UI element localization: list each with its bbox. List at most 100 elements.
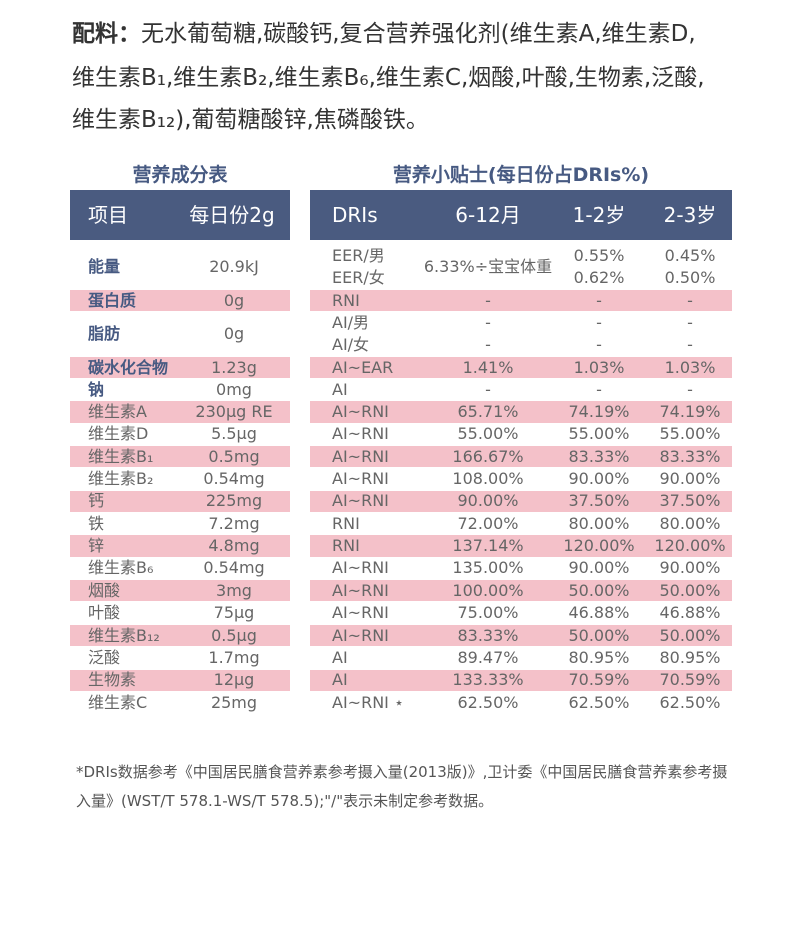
table-header: 项目 每日份2g (70, 190, 290, 240)
table-row: 脂肪 0g (70, 312, 290, 356)
table-row: AI~RNI ⋆ 62.50% 62.50% 62.50% (310, 692, 732, 713)
percent-cell: 0.45% 0.50% (664, 245, 716, 287)
table-row: 钙 225mg (70, 490, 290, 513)
item-cell: 钠 (88, 379, 105, 399)
dris-cell: AI~RNI ⋆ (332, 692, 404, 712)
percent-cell: 37.50% (659, 491, 721, 511)
dris-cell: AI~EAR (332, 357, 394, 377)
percent-cell: 80.95% (659, 647, 721, 667)
percent-cell: 1.41% (462, 357, 514, 377)
percent-cell: 83.33% (659, 446, 721, 466)
amount-cell: 0g (223, 290, 245, 310)
percent-cell: 90.00% (568, 558, 630, 578)
amount-cell: 230μg RE (195, 402, 273, 422)
percent-cell: 80.00% (568, 513, 630, 533)
table-row: 钠 0mg (70, 379, 290, 400)
percent-cell: 70.59% (659, 670, 721, 690)
item-cell: 能量 (88, 256, 121, 276)
percent-cell: 135.00% (452, 558, 524, 578)
table-row: AI - - - (310, 379, 732, 400)
percent-cell: 62.50% (568, 692, 630, 712)
amount-cell: 0.5μg (211, 625, 257, 645)
table-row: AI~RNI 166.67% 83.33% 83.33% (310, 446, 732, 468)
percent-cell: - (485, 379, 491, 399)
table-row: 维生素D 5.5μg (70, 424, 290, 445)
table-row: AI~RNI 55.00% 55.00% 55.00% (310, 424, 732, 445)
table-row: 蛋白质 0g (70, 290, 290, 311)
item-cell: 蛋白质 (88, 290, 137, 310)
amount-cell: 20.9kJ (209, 256, 259, 276)
dris-cell: AI~RNI (332, 446, 389, 466)
percent-cell: 62.50% (659, 692, 721, 712)
dris-cell: AI~RNI (332, 491, 389, 511)
amount-cell: 7.2mg (208, 513, 260, 533)
ingredients-line: 配料：无水葡萄糖,碳酸钙,复合营养强化剂(维生素A,维生素D, (72, 14, 696, 48)
dris-cell: AI (332, 379, 348, 399)
percent-cell: - (596, 379, 602, 399)
amount-cell: 0g (223, 324, 245, 343)
amount-cell: 225mg (205, 491, 263, 511)
table-row: EER/男 EER/女 6.33%÷宝宝体重 0.55% 0.62% 0.45% 0.… (310, 244, 732, 289)
percent-cell: 37.50% (568, 491, 630, 511)
percent-cell: 80.00% (659, 513, 721, 533)
table-row: 维生素B₁₂ 0.5μg (70, 624, 290, 647)
amount-cell: 1.7mg (208, 647, 260, 667)
percent-cell: 1.03% (664, 357, 716, 377)
percent-cell: 1.03% (573, 357, 625, 377)
table-row: RNI 72.00% 80.00% 80.00% (310, 513, 732, 534)
item-cell: 碳水化合物 (88, 357, 169, 377)
amount-cell: 5.5μg (211, 424, 257, 444)
ingredients-text: 维生素B₁,维生素B₂,维生素B₆,维生素C,烟酸,叶酸,生物素,泛酸, (72, 65, 705, 91)
table-row: 铁 7.2mg (70, 513, 290, 534)
table-row: AI~RNI 135.00% 90.00% 90.00% (310, 558, 732, 579)
table-row: 维生素A 230μg RE (70, 401, 290, 423)
table-row: 锌 4.8mg (70, 535, 290, 557)
table-title: 营养小贴士(每日份占DRIs%) (392, 164, 650, 186)
dris-cell: AI~RNI (332, 625, 389, 645)
percent-cell: 90.00% (568, 469, 630, 489)
dris-cell: AI~RNI (332, 424, 389, 444)
percent-cell: 46.88% (568, 603, 630, 623)
percent-cell: 50.00% (659, 580, 721, 600)
dris-cell: AI~RNI (332, 558, 389, 578)
percent-cell: 70.59% (568, 670, 630, 690)
table-title: 营养成分表 (132, 164, 228, 186)
percent-cell: 55.00% (457, 424, 519, 444)
percent-cell: 90.00% (659, 558, 721, 578)
table-row: AI/男 AI/女 - - - - - - (310, 312, 732, 356)
header-cell: 每日份2g (189, 203, 275, 227)
table-row: AI~RNI 75.00% 46.88% 46.88% (310, 603, 732, 624)
percent-cell: 166.67% (452, 446, 524, 466)
percent-cell: 55.00% (659, 424, 721, 444)
table-row: AI~RNI 108.00% 90.00% 90.00% (310, 468, 732, 489)
amount-cell: 1.23g (211, 357, 257, 377)
item-cell: 维生素B₁₂ (88, 625, 160, 645)
item-cell: 烟酸 (88, 580, 121, 600)
amount-cell: 0.5mg (208, 446, 260, 466)
table-row: 碳水化合物 1.23g (70, 357, 290, 378)
dris-cell: AI (332, 670, 348, 690)
table-row: 生物素 12μg (70, 669, 290, 691)
percent-cell: 90.00% (457, 491, 519, 511)
dris-cell: AI~RNI (332, 580, 389, 600)
table-row: RNI - - - (310, 290, 732, 311)
header-cell: 项目 (88, 203, 128, 227)
percent-cell: 55.00% (568, 424, 630, 444)
table-row: AI~RNI 65.71% 74.19% 74.19% (310, 401, 732, 423)
percent-cell: 89.47% (457, 647, 519, 667)
percent-cell: - - (596, 313, 602, 354)
item-cell: 维生素B₁ (88, 446, 154, 466)
dris-cell: RNI (332, 536, 360, 556)
percent-cell: 65.71% (457, 402, 519, 422)
table-row: AI 133.33% 70.59% 70.59% (310, 669, 732, 691)
ingredients-label: 配料： (72, 21, 141, 47)
table-row: 能量 20.9kJ (70, 244, 290, 289)
dris-cell: EER/男 EER/女 (332, 245, 385, 287)
percent-cell: 83.33% (457, 625, 519, 645)
table-row: AI~RNI 100.00% 50.00% 50.00% (310, 580, 732, 602)
percent-cell: 120.00% (654, 536, 726, 556)
percent-cell: 133.33% (452, 670, 524, 690)
percent-cell: 62.50% (457, 692, 519, 712)
table-row: RNI 137.14% 120.00% 120.00% (310, 535, 732, 557)
header-cell: 6-12月 (455, 203, 521, 227)
